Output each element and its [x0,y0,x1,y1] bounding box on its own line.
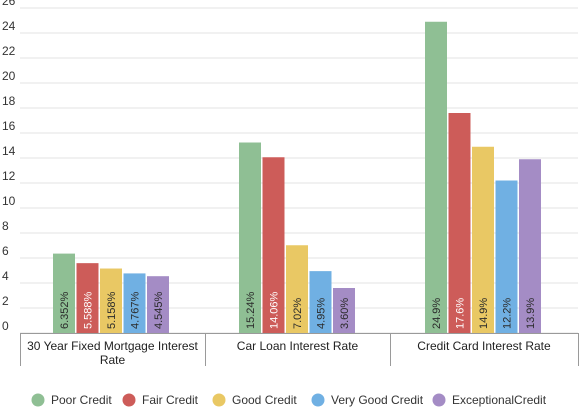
bar-exceptionalcredit-1 [333,288,355,333]
bar-poor-credit-1 [239,142,261,333]
y-tick-label: 12 [2,169,16,183]
legend-swatch [122,393,136,407]
bar-very-good-credit-2 [495,180,518,333]
legend-swatch [311,393,325,407]
data-label: 13.9% [525,298,537,329]
y-tick-label: 16 [2,119,16,133]
data-label: 14.9% [478,298,490,329]
y-tick-label: 0 [2,319,9,333]
y-tick-label: 4 [2,269,9,283]
gridlines [20,7,578,334]
y-tick-label: 20 [2,69,16,83]
y-tick-label: 8 [2,219,9,233]
data-label: 5.158% [106,291,118,329]
bar-good-credit-1 [286,245,308,333]
category-label: 30 Year Fixed Mortgage Interest Rate [27,339,198,367]
data-label: 6.352% [59,291,71,329]
legend-label: Good Credit [232,393,297,407]
data-label: 4.95% [316,298,328,329]
legend-label: ExceptionalCredit [452,393,547,407]
bar-fair-credit-0 [76,263,99,333]
bar-fair-credit-2 [448,113,471,333]
bar-good-credit-0 [100,268,122,333]
bar-exceptionalcredit-2 [519,159,541,333]
bar-good-credit-2 [472,146,494,333]
legend: Poor Credit Fair Credit Good Credit Very Go… [31,393,547,407]
bar-very-good-credit-1 [309,271,332,333]
bar-fair-credit-1 [262,157,285,333]
y-tick-label: 14 [2,144,16,158]
bar-exceptionalcredit-0 [147,276,169,333]
x-axis: 30 Year Fixed Mortgage Interest Rate Car L… [20,333,579,367]
data-label: 3.60% [339,298,351,329]
bar-poor-credit-2 [425,21,447,333]
data-labels: 6.352% 5.588% 5.158% 4.767% 4.545% 15.24% 14.0… [59,291,537,329]
data-label: 24.9% [431,298,443,329]
data-label: 5.588% [83,291,95,329]
data-label: 17.6% [455,298,467,329]
legend-label: Fair Credit [142,393,199,407]
legend-swatch [31,393,45,407]
bar-very-good-credit-0 [123,273,146,333]
legend-swatch [432,393,446,407]
legend-swatch [212,393,226,407]
data-label: 4.545% [153,291,165,329]
y-tick-label: 22 [2,44,16,58]
y-tick-label: 18 [2,94,16,108]
data-label: 4.767% [130,291,142,329]
bar-poor-credit-0 [53,253,75,333]
data-label: 12.2% [502,298,514,329]
y-tick-label: 26 [2,0,16,8]
category-label: Credit Card Interest Rate [417,339,551,353]
legend-label: Very Good Credit [331,393,424,407]
category-label: Car Loan Interest Rate [237,339,359,353]
legend-label: Poor Credit [51,393,112,407]
bars [53,21,541,333]
y-tick-label: 10 [2,194,16,208]
y-tick-label: 2 [2,294,9,308]
y-tick-label: 24 [2,19,16,33]
data-label: 15.24% [245,291,257,329]
data-label: 7.02% [292,298,304,329]
data-label: 14.06% [269,291,281,329]
y-tick-label: 6 [2,244,9,258]
